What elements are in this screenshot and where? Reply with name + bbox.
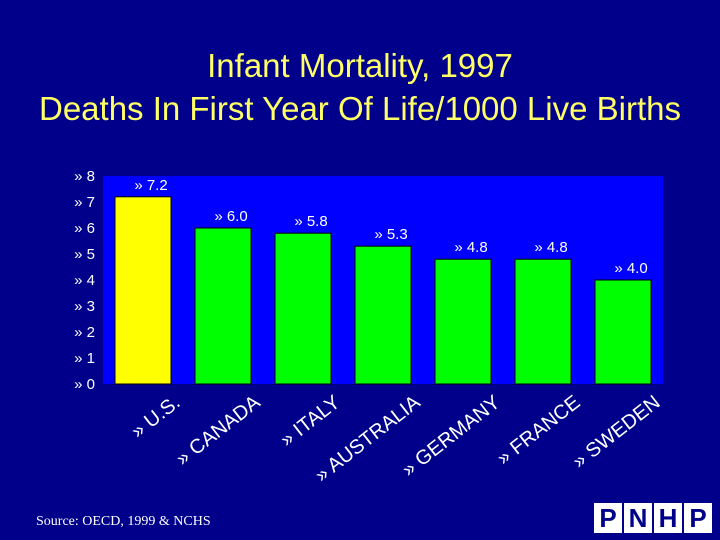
value-label: » 4.8 bbox=[534, 239, 567, 256]
bar bbox=[434, 258, 492, 385]
value-label: » 4.8 bbox=[454, 239, 487, 256]
category-labels-group: » U.S.» CANADA» ITALY» AUSTRALIA» GERMAN… bbox=[127, 391, 664, 487]
bar bbox=[114, 196, 172, 385]
x-tick-label: » U.S. bbox=[127, 391, 184, 443]
logo-letter: N bbox=[624, 503, 652, 533]
bar bbox=[274, 232, 332, 385]
source-note: Source: OECD, 1999 & NCHS bbox=[36, 514, 211, 529]
value-label: » 4.0 bbox=[614, 260, 647, 277]
pnhp-logo: P N H P bbox=[594, 503, 712, 533]
bar bbox=[194, 227, 252, 385]
value-label: » 7.2 bbox=[134, 177, 167, 194]
x-tick-label: » ITALY bbox=[276, 391, 344, 451]
x-tick-label: » CANADA bbox=[172, 391, 265, 470]
value-label: » 5.8 bbox=[294, 213, 327, 230]
logo-letter: P bbox=[594, 503, 622, 533]
y-tick-label: » 7 bbox=[74, 194, 95, 211]
y-tick-label: » 2 bbox=[74, 324, 95, 341]
value-labels-group: » 7.2 » 6.0 » 5.8 » 5.3 » 4.8 » 4.8 » 4.0 bbox=[134, 177, 647, 277]
bar bbox=[354, 245, 412, 385]
bars-group bbox=[114, 196, 652, 385]
logo-letter: P bbox=[684, 503, 712, 533]
y-tick-label: » 8 bbox=[74, 168, 95, 185]
bar bbox=[514, 258, 572, 385]
x-tick-label: » SWEDEN bbox=[569, 391, 665, 473]
value-label: » 5.3 bbox=[374, 226, 407, 243]
y-axis-ticks: » 0 » 1 » 2 » 3 » 4 » 5 » 6 » 7 » 8 bbox=[74, 168, 95, 393]
y-tick-label: » 4 bbox=[74, 272, 95, 289]
y-tick-label: » 5 bbox=[74, 246, 95, 263]
bar bbox=[594, 279, 652, 385]
y-tick-label: » 1 bbox=[74, 350, 95, 367]
y-tick-label: » 3 bbox=[74, 298, 95, 315]
value-label: » 6.0 bbox=[214, 208, 247, 225]
chart-title: Infant Mortality, 1997 bbox=[207, 47, 513, 84]
logo-letter: H bbox=[654, 503, 682, 533]
y-tick-label: » 0 bbox=[74, 376, 95, 393]
y-tick-label: » 6 bbox=[74, 220, 95, 237]
chart-subtitle: Deaths In First Year Of Life/1000 Live B… bbox=[38, 90, 681, 127]
